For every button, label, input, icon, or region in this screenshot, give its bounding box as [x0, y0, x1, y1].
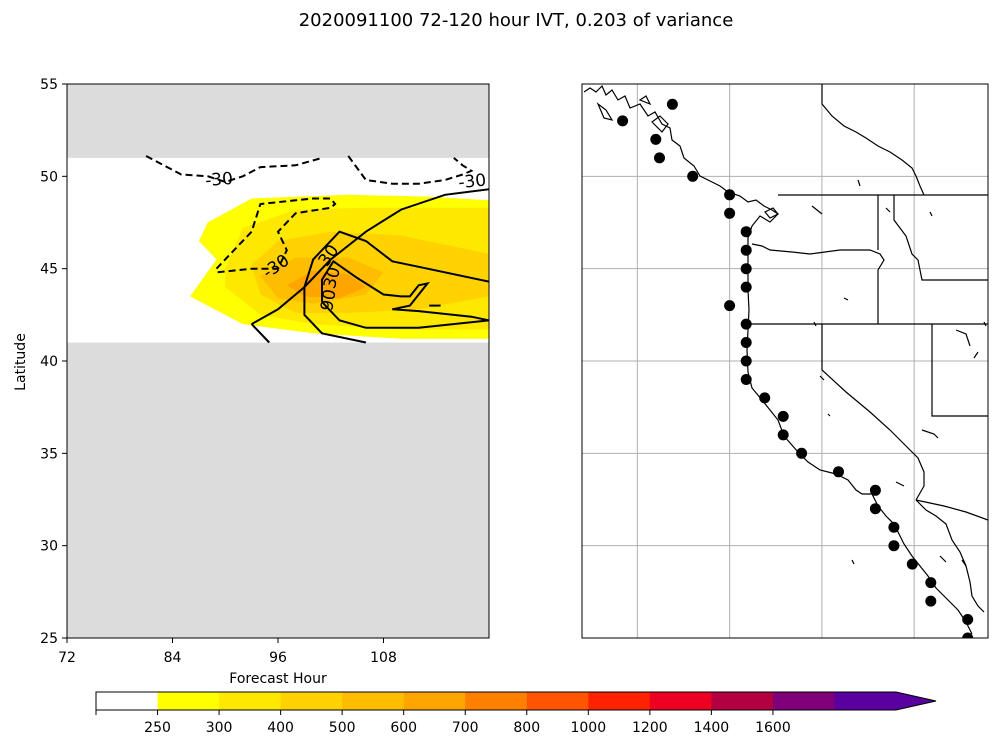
y-tick-label-2: 35 [40, 446, 58, 462]
station-point-29 [962, 632, 974, 638]
station-point-4 [687, 170, 699, 182]
station-point-26 [925, 577, 937, 589]
colorbar-extend-arrow [896, 692, 936, 710]
station-point-11 [724, 300, 736, 312]
colorbar-segment-0 [96, 692, 159, 710]
us-mexico-border [915, 499, 988, 521]
contour-line-4 [250, 323, 270, 344]
station-point-16 [759, 392, 771, 404]
station-point-23 [888, 521, 900, 533]
contour-line-1 [347, 155, 474, 185]
station-point-15 [740, 374, 752, 385]
map-frame [581, 83, 989, 639]
y-tick-label-5: 50 [40, 169, 58, 185]
right-panel-map [581, 83, 989, 639]
station-point-18 [777, 429, 789, 441]
y-tick-label-1: 30 [40, 539, 58, 555]
contour-line-2 [215, 197, 337, 274]
colorbar-segment-2 [219, 692, 282, 710]
x-axis-title: Forecast Hour [229, 671, 327, 687]
station-point-2 [650, 133, 662, 145]
contour-line-0 [145, 155, 323, 183]
station-point-3 [654, 152, 665, 164]
y-axis-title: Latitude [13, 333, 29, 391]
station-point-20 [833, 466, 844, 478]
canada-mainland-coast [821, 84, 925, 196]
colorbar-tick-label-8: 1200 [632, 720, 668, 736]
station-point-6 [724, 207, 736, 219]
station-point-22 [869, 503, 881, 515]
station-point-7 [740, 226, 752, 238]
colorbar-tick-label-2: 400 [267, 720, 294, 736]
nevada-utah-border [931, 324, 988, 417]
colorbar-segment-8 [588, 692, 651, 710]
contour-line-6 [321, 259, 489, 329]
colorbar-tick-label-10: 1600 [755, 720, 791, 736]
colorbar-outline [95, 691, 937, 711]
washington-oregon-border [751, 243, 885, 324]
station-point-28 [962, 614, 974, 625]
station-point-13 [740, 337, 752, 348]
colorbar-tick-label-5: 700 [452, 720, 479, 736]
islands [596, 95, 987, 567]
colorbar-segment-4 [342, 692, 405, 710]
baja-east-coast [915, 499, 985, 613]
station-point-14 [740, 355, 752, 367]
contour-label-0: -30 [204, 169, 233, 191]
contour-line-5 [303, 230, 489, 344]
colorbar-tick-label-7: 1000 [570, 720, 606, 736]
colorbar-segment-3 [280, 692, 343, 710]
colorbar-tick-label-1: 300 [206, 720, 233, 736]
colorbar-segment-12 [834, 692, 897, 710]
colorbar-tick-label-0: 250 [144, 720, 171, 736]
x-tick-label-3: 108 [370, 650, 397, 666]
colorbar-tick-label-4: 600 [390, 720, 417, 736]
station-point-17 [777, 410, 789, 422]
x-tick-label-0: 72 [58, 650, 76, 666]
y-tick-label-3: 40 [40, 354, 58, 370]
x-tick-label-1: 84 [164, 650, 182, 666]
colorbar-segment-1 [157, 692, 220, 710]
contour-lines [145, 155, 489, 344]
colorbar-segment-11 [772, 692, 835, 710]
colorbar-tick-label-9: 1400 [694, 720, 730, 736]
station-point-0 [666, 98, 678, 110]
colorbar-segment-9 [649, 692, 712, 710]
colorbar-segment-6 [465, 692, 528, 710]
colorbar-segment-10 [711, 692, 774, 710]
colorbar-tick-label-6: 800 [513, 720, 540, 736]
y-tick-label-0: 25 [40, 631, 58, 647]
left-axis-ticks: 72 84 96 108 25 30 35 40 45 50 55 [40, 77, 397, 666]
idaho-border [877, 195, 988, 281]
y-tick-label-6: 55 [40, 77, 58, 93]
station-point-5 [724, 189, 736, 201]
station-point-9 [740, 263, 752, 275]
x-tick-label-2: 96 [269, 650, 287, 666]
contour-line-3 [251, 188, 489, 325]
station-point-10 [740, 281, 752, 293]
colorbar-segments [95, 691, 937, 711]
contour-label-1: -30 [457, 170, 487, 193]
station-point-25 [906, 558, 918, 570]
colorbar-ticks: 250 300 400 500 600 700 800 1000 1200 1400 1600 [95, 710, 791, 736]
station-point-12 [740, 318, 752, 330]
station-points [617, 98, 974, 638]
colorbar-tick-label-3: 500 [329, 720, 356, 736]
contour-label-5: 90 [317, 288, 340, 313]
figure-title: 2020091100 72-120 hour IVT, 0.203 of var… [299, 10, 734, 31]
y-tick-label-4: 45 [40, 262, 58, 278]
station-point-21 [869, 484, 881, 496]
station-point-8 [740, 244, 752, 256]
station-point-19 [796, 447, 808, 459]
colorbar: 250 300 400 500 600 700 800 1000 1200 1400 1600 [95, 691, 937, 736]
colorbar-segment-5 [403, 692, 466, 710]
station-point-1 [617, 115, 629, 127]
station-point-27 [925, 595, 937, 607]
station-point-24 [888, 540, 900, 552]
colorbar-segment-7 [526, 692, 589, 710]
california-nevada-border [821, 324, 925, 501]
